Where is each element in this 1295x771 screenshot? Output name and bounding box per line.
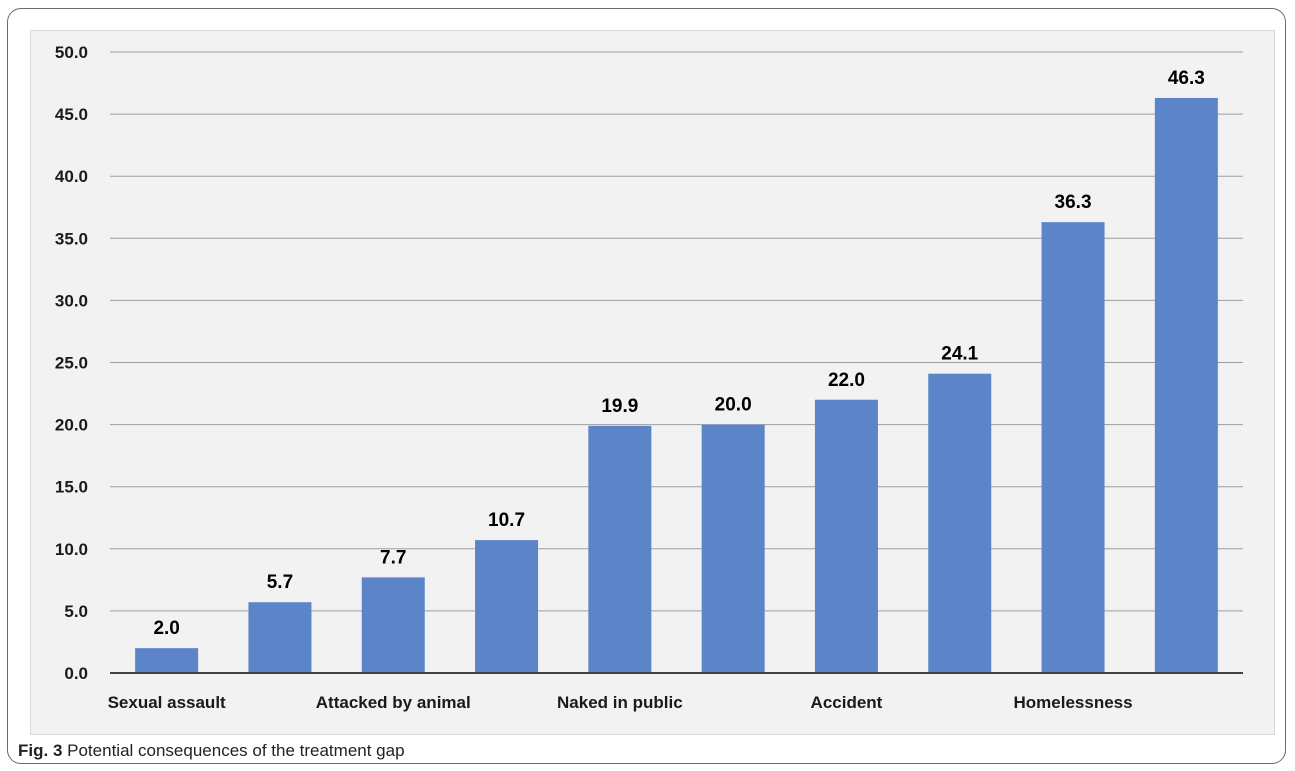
bar-value-label: 20.0 xyxy=(715,395,752,416)
x-tick-label: Accident xyxy=(811,693,883,712)
bar-value-label: 10.7 xyxy=(488,510,525,531)
x-tick-label: Sexual assault xyxy=(108,693,226,712)
y-tick-label: 35.0 xyxy=(55,229,88,248)
y-tick-label: 0.0 xyxy=(64,664,88,683)
y-tick-label: 25.0 xyxy=(55,354,88,373)
bar-value-label: 24.1 xyxy=(941,344,978,365)
bar-value-label: 46.3 xyxy=(1168,68,1205,89)
y-tick-label: 40.0 xyxy=(55,167,88,186)
y-tick-label: 30.0 xyxy=(55,291,88,310)
y-tick-label: 20.0 xyxy=(55,416,88,435)
y-tick-label: 50.0 xyxy=(55,43,88,62)
bar xyxy=(1041,222,1105,674)
y-tick-label: 10.0 xyxy=(55,540,88,559)
y-tick-label: 5.0 xyxy=(64,602,88,621)
bar-value-label: 5.7 xyxy=(267,572,293,593)
bar xyxy=(361,577,425,673)
bar xyxy=(928,373,992,673)
y-tick-label: 15.0 xyxy=(55,478,88,497)
caption-label: Fig. 3 xyxy=(18,741,63,760)
x-tick-label: Homelessness xyxy=(1014,693,1133,712)
bar xyxy=(135,648,199,673)
bar xyxy=(475,540,539,673)
bar xyxy=(248,602,312,673)
bar-value-label: 22.0 xyxy=(828,370,865,391)
bar-value-label: 7.7 xyxy=(380,547,406,568)
caption-text: Potential consequences of the treatment … xyxy=(67,741,405,760)
bar-value-label: 36.3 xyxy=(1055,192,1092,213)
bar xyxy=(814,399,878,673)
x-tick-label: Naked in public xyxy=(557,693,683,712)
bar xyxy=(701,424,765,673)
bar-value-label: 19.9 xyxy=(601,396,638,417)
bar xyxy=(1154,97,1218,674)
bar-value-label: 2.0 xyxy=(153,618,179,639)
figure-caption: Fig. 3 Potential consequences of the tre… xyxy=(18,741,405,761)
bar xyxy=(588,425,652,673)
x-tick-label: Attacked by animal xyxy=(316,693,471,712)
y-tick-label: 45.0 xyxy=(55,105,88,124)
